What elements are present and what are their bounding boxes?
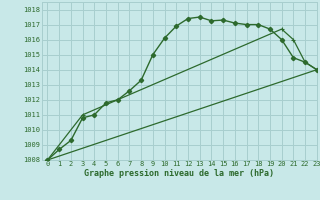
X-axis label: Graphe pression niveau de la mer (hPa): Graphe pression niveau de la mer (hPa)	[84, 169, 274, 178]
